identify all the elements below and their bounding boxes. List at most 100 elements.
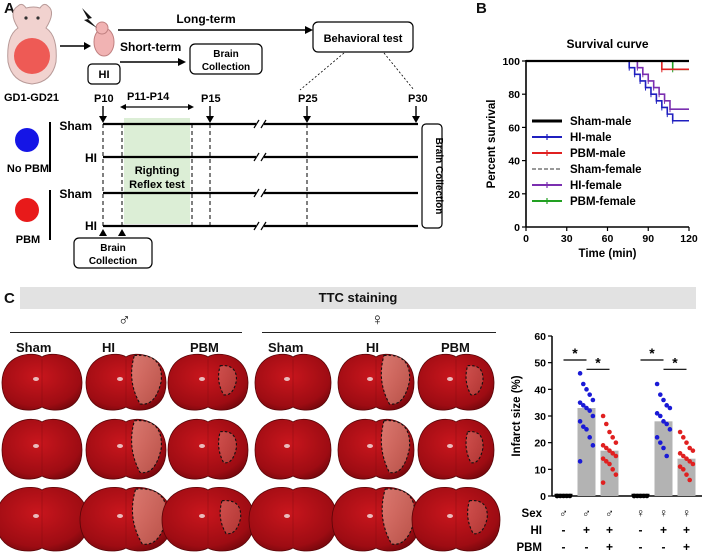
table-cell: + — [583, 523, 590, 537]
col-header-sham-female: Sham — [268, 340, 304, 355]
significance-star: * — [572, 345, 578, 361]
data-point — [677, 451, 683, 456]
infarct-outline — [465, 365, 484, 396]
long-term-label: Long-term — [176, 12, 235, 26]
experimental-timeline-diagram: GD1-GD21 HI Long-term Short-term Brain C… — [4, 3, 444, 269]
data-point — [654, 411, 660, 416]
data-point — [577, 419, 583, 424]
data-point — [681, 435, 686, 440]
data-point — [667, 427, 673, 432]
brain-collection-top-line1: Brain — [213, 49, 239, 60]
brain-ventricle — [33, 444, 39, 448]
table-cell: - — [639, 523, 643, 537]
data-point — [607, 429, 612, 435]
bar-ytick-label: 20 — [534, 438, 546, 450]
table-cell: ♀ — [659, 506, 668, 520]
data-point — [600, 413, 606, 419]
table-cell: - — [585, 540, 589, 554]
survival-xtick-label: 120 — [680, 233, 698, 245]
panel-a-letter: A — [4, 0, 15, 17]
brain-ventricle — [367, 514, 373, 518]
infarct-region — [218, 365, 237, 395]
brain-collection-top-line2: Collection — [202, 62, 250, 73]
infarct-outline — [219, 500, 242, 535]
col-header-pbm-female: PBM — [441, 340, 470, 355]
survival-xtick-label: 60 — [602, 233, 614, 245]
col-header-hi-male: HI — [102, 340, 115, 355]
table-cell: ♂ — [605, 506, 614, 520]
infarct-region — [218, 431, 237, 463]
survival-series-pbm-male — [526, 60, 689, 71]
table-cell: ♀ — [636, 506, 645, 520]
data-point — [658, 413, 663, 419]
col-header-sham-male: Sham — [16, 340, 52, 355]
col-header-hi-female: HI — [366, 340, 379, 355]
data-point — [610, 467, 615, 472]
infarct-outline — [131, 354, 162, 405]
bar-ytick-label: 10 — [534, 464, 546, 476]
brain-ventricle — [284, 444, 290, 448]
infarct-region — [382, 488, 415, 545]
pregnant-mouse-icon — [7, 3, 57, 85]
data-point — [604, 459, 609, 464]
data-point — [590, 443, 596, 448]
infarct-region — [131, 355, 162, 405]
infarct-region — [381, 355, 410, 405]
legend-label-pbm-female: PBM-female — [570, 196, 636, 208]
data-point — [690, 448, 696, 453]
data-point — [584, 387, 589, 392]
group-label-no-pbm: No PBM — [7, 163, 49, 175]
hi-box — [87, 63, 121, 85]
bar-hi-male — [577, 408, 596, 496]
table-cell: + — [683, 540, 690, 554]
table-cell: ♀ — [682, 506, 691, 520]
infarct-outline — [467, 500, 488, 535]
tick-p15: P15 — [201, 93, 221, 105]
infarct-outline — [131, 488, 168, 545]
brain-ventricle — [117, 377, 123, 381]
brain-ventricle — [117, 444, 123, 448]
brain-collection-right-label: Brain Collection — [433, 138, 444, 215]
data-point — [644, 493, 650, 499]
brain-collection-box-right — [421, 123, 443, 229]
tick-p30: P30 — [408, 93, 428, 105]
bar-ytick-label: 0 — [540, 491, 546, 503]
data-point — [600, 443, 606, 448]
data-point — [641, 493, 646, 499]
survival-xtick-label: 0 — [523, 233, 529, 245]
brain-ventricle — [447, 514, 453, 518]
data-point — [631, 493, 637, 499]
brain-ventricle — [33, 514, 39, 518]
data-point — [613, 440, 619, 445]
brain-ventricle — [367, 377, 373, 381]
data-point — [577, 400, 583, 405]
brain-collection-box-top — [189, 43, 263, 75]
infarct-outline — [380, 354, 411, 405]
tick-p25: P25 — [298, 93, 318, 105]
data-point — [661, 397, 666, 403]
survival-ytick-label: 100 — [502, 56, 520, 68]
righting-reflex-area — [124, 118, 190, 224]
significance-star: * — [595, 354, 601, 370]
brain-ventricle — [199, 444, 205, 448]
data-point — [564, 493, 569, 499]
data-point — [561, 493, 566, 499]
data-point — [664, 453, 669, 459]
legend-label-pbm-male: PBM-male — [570, 148, 626, 160]
bar-ylabel: Infarct size (%) — [511, 375, 523, 456]
data-point — [581, 424, 586, 429]
bar-ytick-label: 30 — [534, 411, 546, 423]
brain-ventricle — [447, 444, 453, 448]
legend-label-sham-male: Sham-male — [570, 116, 631, 128]
data-point — [577, 459, 583, 464]
gestation-label: GD1-GD21 — [4, 92, 59, 104]
brain-ventricle — [284, 377, 290, 381]
behavioral-test-box — [312, 21, 414, 53]
infarct-region — [381, 420, 410, 473]
bar-ytick-label: 40 — [534, 384, 546, 396]
table-cell: + — [606, 540, 613, 554]
brain-slice — [0, 487, 89, 552]
brain-ventricle — [33, 377, 39, 381]
data-point — [658, 440, 663, 445]
righting-reflex-line1: Righting — [135, 165, 180, 177]
